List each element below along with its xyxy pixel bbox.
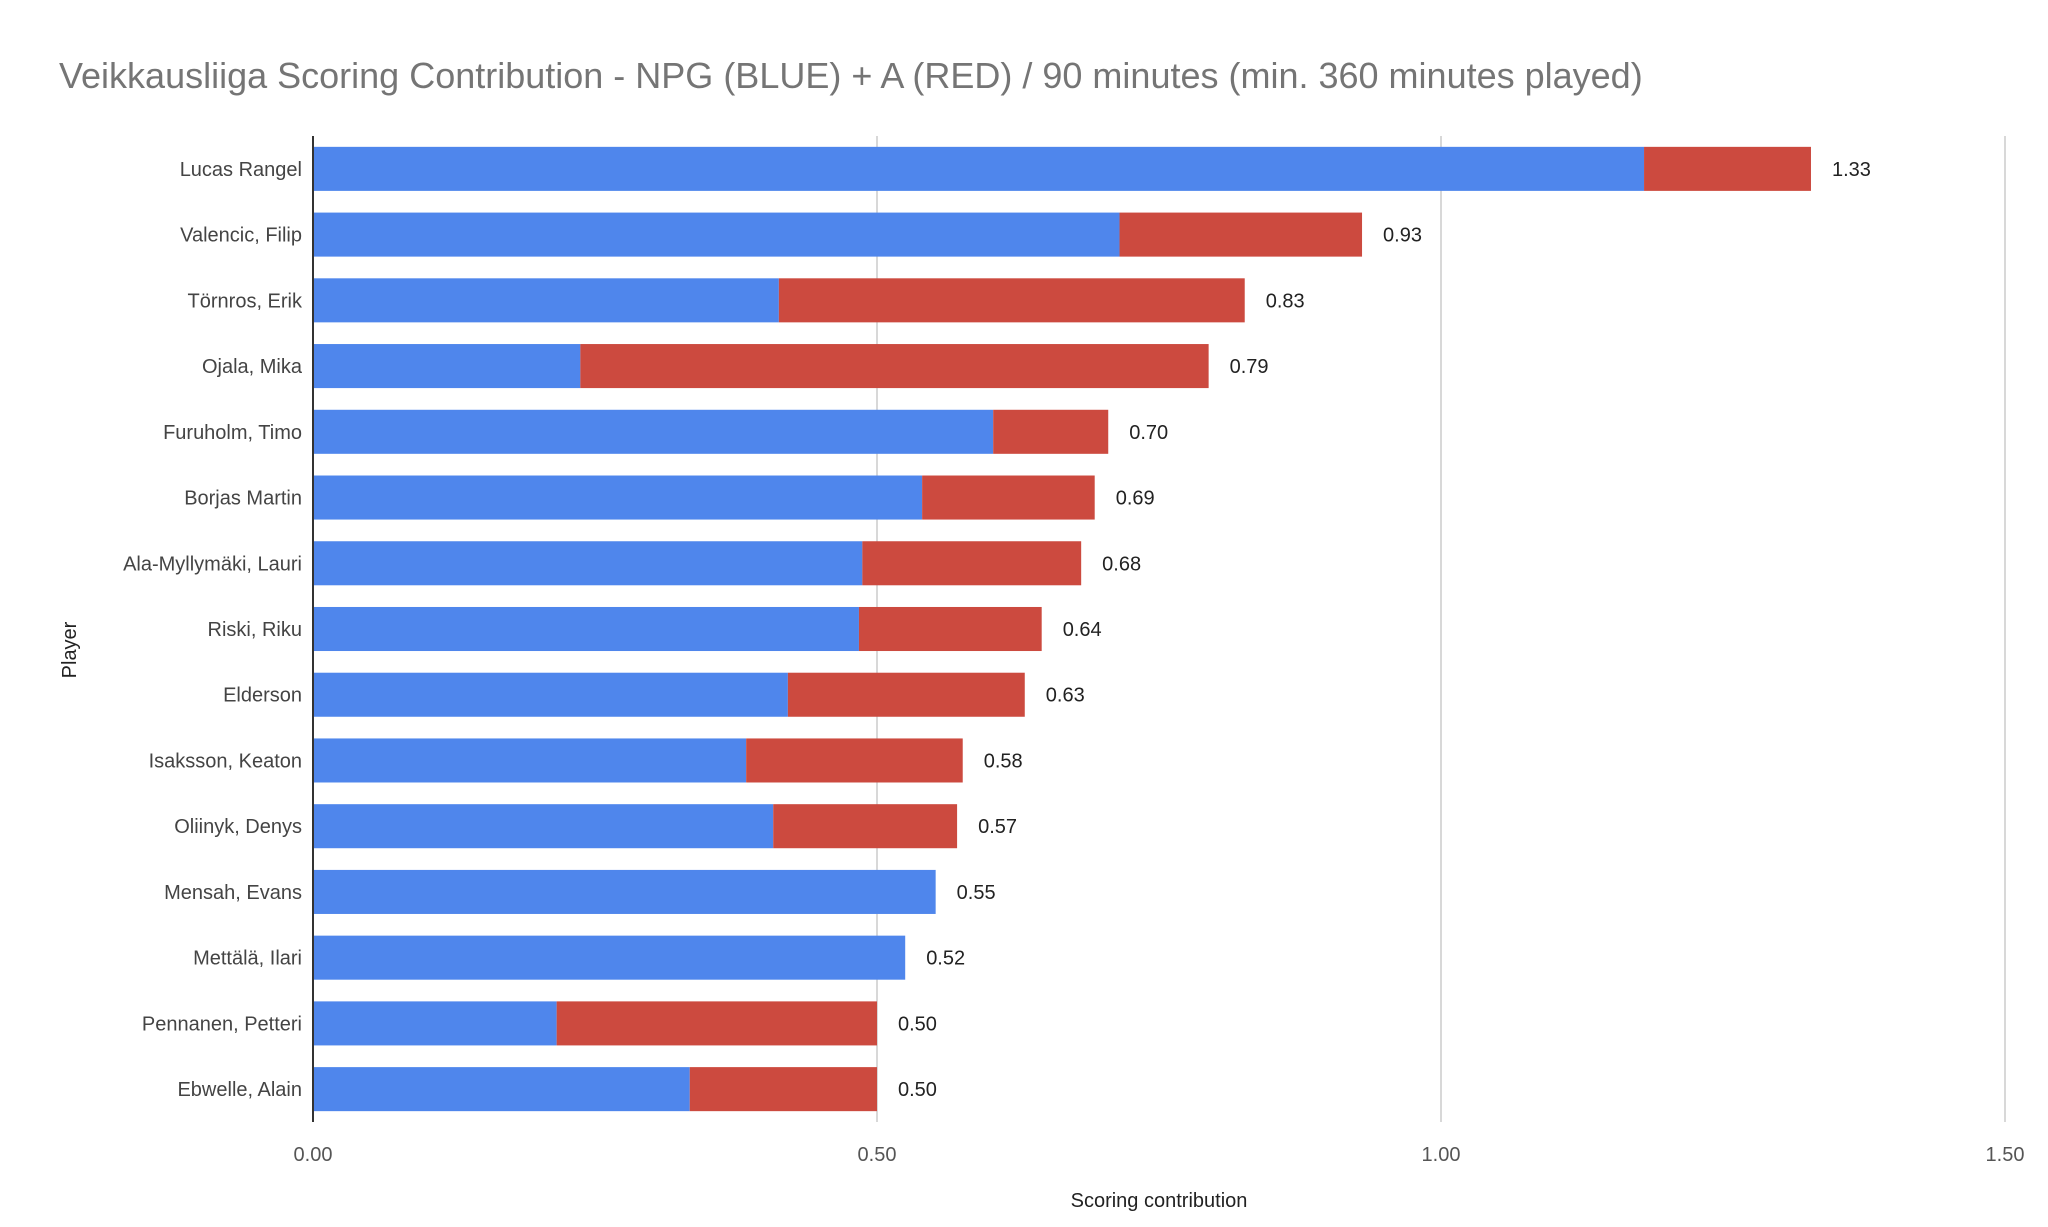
- category-label: Furuholm, Timo: [163, 422, 302, 444]
- category-label: Ebwelle, Alain: [177, 1079, 302, 1101]
- data-label: 0.64: [1063, 619, 1102, 641]
- category-label: Ala-Myllymäki, Lauri: [123, 553, 302, 575]
- bar-segment: [313, 606, 859, 652]
- bar-segment: [580, 344, 1209, 389]
- x-axis-title: Scoring contribution: [1071, 1190, 1248, 1212]
- data-label: 0.50: [898, 1079, 937, 1101]
- bar-segment: [1119, 212, 1363, 257]
- category-label: Valencic, Filip: [180, 225, 302, 247]
- data-label: 1.33: [1832, 159, 1871, 181]
- data-label: 0.57: [978, 816, 1017, 838]
- bar-segment: [313, 935, 906, 980]
- bar-segment: [313, 344, 581, 389]
- bar-segment: [1644, 146, 1811, 191]
- category-label: Elderson: [223, 685, 302, 707]
- bar-segment: [313, 541, 863, 586]
- data-label: 0.69: [1116, 488, 1155, 510]
- category-label: Borjas Martin: [184, 488, 302, 510]
- category-label: Mensah, Evans: [164, 882, 302, 904]
- bar-segment: [773, 804, 958, 849]
- data-label: 0.83: [1266, 290, 1305, 312]
- bar-segment: [993, 409, 1109, 454]
- data-label: 0.55: [957, 882, 996, 904]
- x-tick-label: 1.50: [1986, 1144, 2025, 1166]
- category-label: Ojala, Mika: [202, 356, 303, 378]
- chart-title: Veikkausliiga Scoring Contribution - NPG…: [59, 55, 1643, 96]
- bar-segment: [313, 146, 1645, 191]
- bars: [313, 146, 1811, 1112]
- bar-segment: [862, 541, 1082, 586]
- data-label: 0.52: [926, 948, 965, 970]
- tick-labels: 0.00 0.50 1.00 1.50: [294, 1144, 2025, 1166]
- bar-segment: [313, 1001, 557, 1046]
- bar-segment: [313, 475, 923, 520]
- category-label: Törnros, Erik: [188, 290, 303, 312]
- x-tick-label: 0.00: [294, 1144, 333, 1166]
- data-label: 0.50: [898, 1013, 937, 1035]
- bar-segment: [313, 212, 1120, 257]
- category-label: Isaksson, Keaton: [149, 750, 302, 772]
- bar-segment: [313, 672, 788, 717]
- bar-segment: [313, 278, 779, 323]
- bar-segment: [922, 475, 1095, 520]
- category-label: Lucas Rangel: [180, 159, 302, 181]
- data-label: 0.63: [1046, 685, 1085, 707]
- data-label: 0.58: [984, 750, 1023, 772]
- data-label: 0.68: [1102, 553, 1141, 575]
- bar-segment: [556, 1001, 877, 1046]
- data-label: 0.79: [1230, 356, 1269, 378]
- data-label: 0.70: [1129, 422, 1168, 444]
- bar-segment: [313, 804, 774, 849]
- bar-segment: [313, 869, 936, 914]
- bar-segment: [858, 606, 1042, 652]
- value-labels: 1.33 0.93 0.83 0.79 0.70 0.69 0.68 0.64 0.63 0.58…: [898, 159, 1871, 1101]
- bar-segment: [746, 738, 963, 783]
- x-tick-label: 0.50: [858, 1144, 897, 1166]
- category-label: Pennanen, Petteri: [142, 1013, 302, 1035]
- category-label: Riski, Riku: [208, 619, 302, 641]
- bar-segment: [313, 738, 747, 783]
- data-label: 0.93: [1383, 225, 1422, 247]
- y-axis-title: Player: [59, 621, 81, 678]
- x-tick-label: 1.00: [1422, 1144, 1461, 1166]
- bar-segment: [787, 672, 1025, 717]
- bar-segment: [313, 409, 994, 454]
- bar-segment: [689, 1067, 877, 1112]
- category-label: Mettälä, Ilari: [193, 948, 302, 970]
- bar-segment: [778, 278, 1245, 323]
- category-labels: Lucas Rangel Valencic, Filip Törnros, Erik…: [123, 159, 303, 1101]
- bar-segment: [313, 1067, 690, 1112]
- category-label: Oliinyk, Denys: [174, 816, 302, 838]
